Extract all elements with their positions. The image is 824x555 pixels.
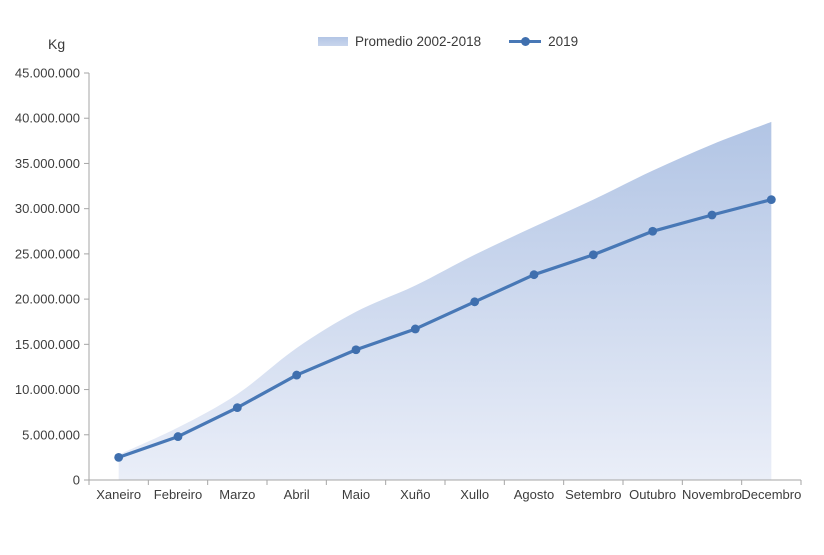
data-point-2019 (707, 210, 717, 220)
x-axis-label: Abril (284, 487, 310, 502)
y-axis-title: Kg (48, 36, 66, 52)
data-point-2019 (114, 452, 124, 462)
x-axis-label: Xullo (460, 487, 489, 502)
data-point-2019 (766, 195, 776, 205)
data-point-2019 (173, 432, 183, 441)
line-series-2019 (117, 198, 773, 459)
data-point-2019 (648, 226, 658, 236)
legend-label-promedio: Promedio 2002-2018 (355, 34, 482, 49)
x-axis-label: Agosto (514, 487, 554, 502)
x-axis-label: Setembro (565, 487, 621, 502)
x-axis-label: Marzo (219, 487, 255, 502)
area-series-promedio (118, 121, 772, 480)
data-point-2019 (588, 250, 598, 260)
x-axis-label: Novembro (682, 487, 742, 502)
legend-label-2019: 2019 (548, 34, 579, 49)
legend-item-promedio: Promedio 2002-2018 (318, 34, 481, 49)
data-point-2019 (529, 270, 539, 280)
y-axis-tick-label: 15.000.000 (15, 337, 80, 352)
y-axis-tick-label: 10.000.000 (15, 382, 80, 397)
legend: Promedio 2002-2018 2019 (318, 34, 578, 49)
x-axis-label: Febreiro (154, 487, 202, 502)
x-axis-label: Maio (342, 487, 370, 502)
y-axis-tick-label: 5.000.000 (22, 427, 80, 442)
data-point-2019 (292, 370, 302, 380)
data-point-2019 (470, 297, 480, 307)
data-point-2019 (232, 403, 242, 413)
data-point-2019 (410, 324, 420, 334)
y-axis-tick-label: 40.000.000 (15, 111, 80, 126)
x-axis-label: Outubro (629, 487, 676, 502)
y-axis-tick-label: 20.000.000 (15, 292, 80, 307)
x-axis-label: Decembro (741, 487, 801, 502)
y-axis-tick-label: 0 (73, 473, 80, 488)
y-axis-tick-label: 30.000.000 (15, 201, 80, 216)
y-axis-tick-label: 25.000.000 (15, 246, 80, 261)
line-swatch-icon (509, 37, 542, 46)
area-swatch-icon (318, 37, 348, 46)
legend-item-2019: 2019 (509, 34, 578, 49)
data-point-2019 (351, 345, 361, 355)
x-axis-label: Xuño (400, 487, 430, 502)
x-axis-label: Xaneiro (96, 487, 141, 502)
y-axis-tick-label: 35.000.000 (15, 156, 80, 171)
y-axis-tick-label: 45.000.000 (15, 66, 80, 81)
